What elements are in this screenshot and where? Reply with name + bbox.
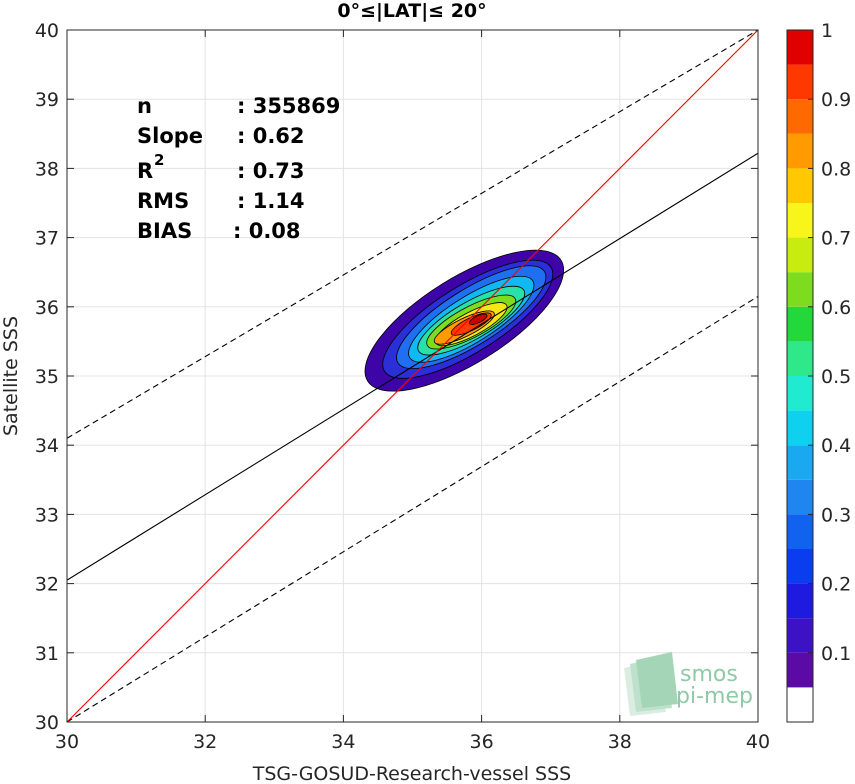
x-axis-label: TSG-GOSUD-Research-vessel SSS — [252, 763, 572, 784]
colorbar-segment — [787, 583, 813, 619]
colorbar-tick-label: 1 — [821, 20, 833, 42]
stat-bias-label: BIAS — [137, 219, 192, 243]
colorbar-segment — [787, 445, 813, 480]
colorbar-segment — [787, 514, 813, 549]
colorbar-segment — [787, 376, 813, 411]
y-tick-label: 33 — [35, 504, 59, 526]
y-tick-label: 38 — [35, 158, 59, 180]
y-tick-label: 34 — [35, 435, 59, 457]
x-tick-label: 32 — [193, 731, 217, 753]
colorbar-tick-label: 0.6 — [821, 297, 851, 319]
axis-ticks: 30 32 34 36 38 40 30 31 32 33 34 35 36 37 38 39 40 — [35, 20, 770, 753]
colorbar-segment — [787, 133, 813, 169]
stat-rms-label: RMS — [137, 189, 189, 213]
stat-r2-value: : 0.73 — [237, 159, 305, 183]
regression-fit-line — [67, 152, 758, 581]
colorbar-tick-label: 0.7 — [821, 228, 851, 250]
colorbar-segment — [787, 410, 813, 446]
density-contour — [468, 313, 488, 325]
colorbar-segment — [787, 549, 813, 584]
colorbar-segment — [787, 64, 813, 100]
colorbar-segment — [787, 30, 813, 65]
colorbar-tick-label: 0.4 — [821, 435, 851, 457]
y-tick-label: 37 — [35, 228, 59, 250]
x-tick-label: 34 — [331, 731, 355, 753]
lower-dashed-line — [67, 295, 758, 722]
colorbar-segment — [787, 652, 813, 688]
y-tick-label: 30 — [35, 712, 59, 734]
logo-text-smos: smos — [680, 662, 738, 687]
y-tick-label: 36 — [35, 297, 59, 319]
colorbar-ticks: 0.1 0.2 0.3 0.4 0.5 0.6 0.7 0.8 0.9 1 — [808, 20, 851, 665]
stat-slope-label: Slope — [137, 124, 203, 148]
colorbar-tick-label: 0.1 — [821, 643, 851, 665]
colorbar-segment — [787, 618, 813, 653]
stat-n-value: : 355869 — [237, 94, 340, 118]
stat-bias-value: : 0.08 — [233, 219, 301, 243]
y-tick-label: 40 — [35, 20, 59, 42]
stat-r2-superscript: 2 — [154, 151, 164, 169]
grid-lines — [66, 29, 759, 723]
y-tick-label: 35 — [35, 366, 59, 388]
colorbar-tick-label: 0.5 — [821, 366, 851, 388]
colorbar-segment — [787, 203, 813, 238]
colorbar-tick-label: 0.9 — [821, 89, 851, 111]
colorbar-tick-label: 0.8 — [821, 158, 851, 180]
x-tick-label: 36 — [470, 731, 494, 753]
colorbar-segment — [787, 341, 813, 376]
stat-n-label: n — [137, 94, 152, 118]
colorbar-segment — [787, 99, 813, 134]
logo-wave-icon — [624, 652, 678, 716]
colorbar-segment — [787, 479, 813, 515]
chart-title: 0°≤|LAT|≤ 20° — [337, 0, 486, 22]
stat-rms-value: : 1.14 — [237, 189, 305, 213]
y-tick-label: 31 — [35, 643, 59, 665]
colorbar-segment — [787, 687, 813, 722]
colorbar-tick-label: 0.2 — [821, 574, 851, 596]
colorbar-segment — [787, 168, 813, 203]
x-tick-label: 30 — [55, 731, 79, 753]
x-tick-label: 38 — [608, 731, 632, 753]
colorbar-segment — [787, 237, 813, 273]
stat-slope-value: : 0.62 — [237, 124, 305, 148]
y-tick-label: 39 — [35, 89, 59, 111]
y-tick-label: 32 — [35, 574, 59, 596]
stats-box: n : 355869 Slope : 0.62 R 2 : 0.73 RMS :… — [137, 94, 340, 243]
stat-r2-label: R — [137, 159, 153, 183]
logo-text-pi-mep: pi-mep — [676, 684, 753, 709]
colorbar-segment — [787, 272, 813, 307]
x-tick-label: 40 — [746, 731, 770, 753]
reference-lines — [67, 30, 758, 722]
upper-dashed-line — [67, 30, 758, 439]
y-axis-label: Satellite SSS — [0, 316, 22, 436]
smos-pi-mep-logo: smos pi-mep — [624, 652, 753, 716]
colorbar — [787, 30, 813, 722]
colorbar-tick-label: 0.3 — [821, 504, 851, 526]
colorbar-segment — [787, 306, 813, 342]
identity-line — [67, 30, 758, 722]
